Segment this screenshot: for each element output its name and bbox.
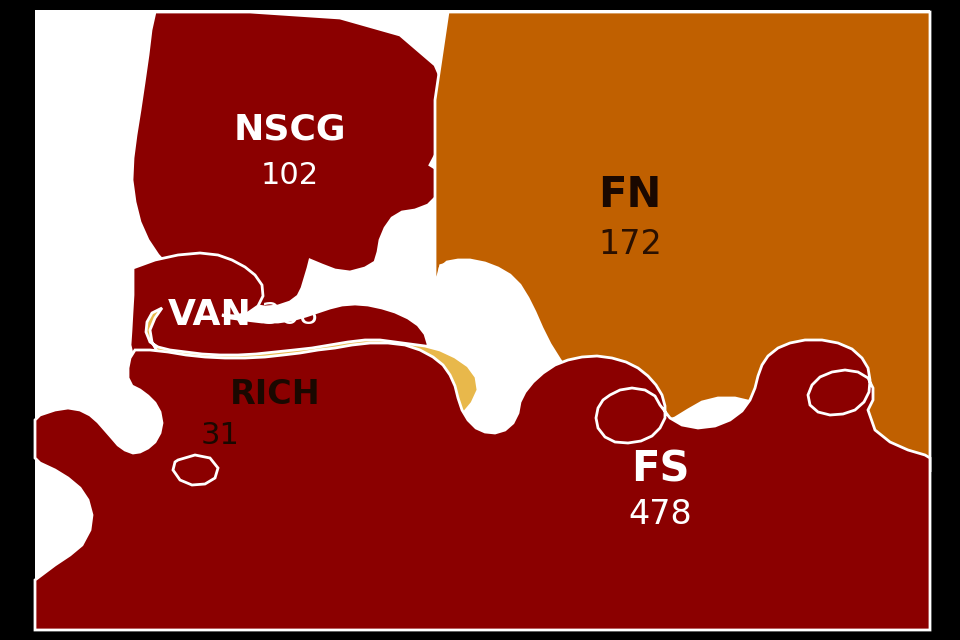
Text: FN: FN	[598, 174, 661, 216]
Polygon shape	[437, 260, 522, 350]
Polygon shape	[173, 455, 218, 485]
Polygon shape	[130, 253, 428, 378]
Polygon shape	[35, 340, 930, 630]
Polygon shape	[435, 12, 930, 475]
Text: FS: FS	[631, 449, 689, 491]
Text: 31: 31	[201, 420, 239, 449]
Text: NSCG: NSCG	[233, 113, 347, 147]
Text: VAN: VAN	[168, 298, 252, 332]
Text: 102: 102	[261, 161, 319, 189]
Polygon shape	[132, 12, 448, 307]
Polygon shape	[146, 308, 478, 458]
Text: 172: 172	[598, 228, 662, 262]
Text: 368: 368	[261, 301, 319, 330]
Text: RICH: RICH	[229, 378, 321, 412]
Text: 478: 478	[628, 499, 692, 531]
